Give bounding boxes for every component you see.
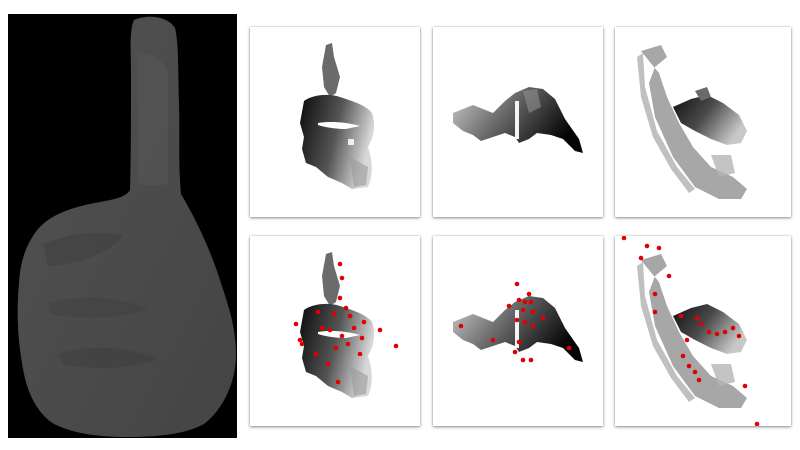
hand-silhouette	[17, 16, 237, 437]
hand-top-projection	[637, 45, 747, 199]
tile-side-view	[433, 27, 603, 217]
tile-top-view	[615, 27, 791, 217]
tile-top-view-keypoints	[615, 236, 791, 426]
tile-front-view-keypoints	[250, 236, 420, 426]
depth-image-panel	[8, 14, 237, 438]
tile-side-view-keypoints	[433, 236, 603, 426]
hand-side-projection-with-keypoints	[453, 281, 583, 363]
hand-front-projection-with-keypoints	[293, 252, 399, 398]
tile-front-view	[250, 27, 420, 217]
hand-depth-image	[17, 16, 237, 437]
hand-side-projection	[453, 87, 583, 153]
keypoints-top	[621, 236, 760, 426]
hand-front-projection	[300, 43, 375, 189]
keypoints-side	[458, 281, 572, 363]
hand-top-projection-with-keypoints	[621, 236, 760, 426]
keypoints-front	[293, 261, 399, 385]
